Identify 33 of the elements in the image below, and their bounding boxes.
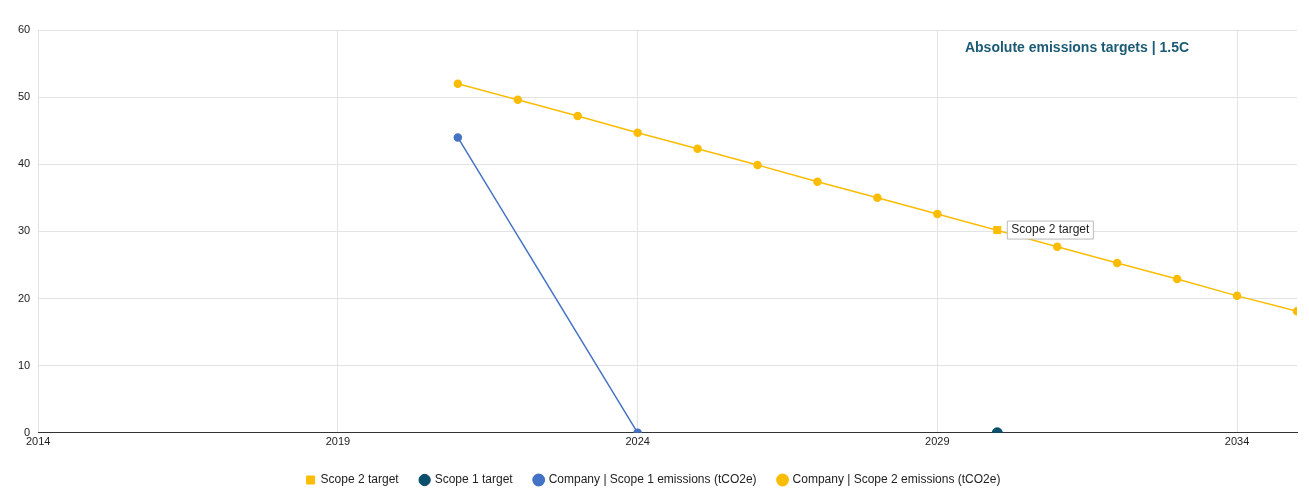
point bbox=[693, 144, 702, 154]
legend-label: Scope 1 target bbox=[434, 472, 514, 487]
y-tick-label: 0 bbox=[24, 425, 31, 438]
x-tick-label: 2034 bbox=[1224, 435, 1250, 448]
point bbox=[933, 209, 942, 219]
point bbox=[993, 226, 1002, 235]
x-tick-label: 2024 bbox=[625, 435, 650, 448]
point bbox=[1232, 291, 1242, 301]
legend-label: Company | Scope 1 emissions (tCO2e) bbox=[548, 472, 757, 487]
point bbox=[873, 193, 882, 203]
point bbox=[1112, 258, 1122, 268]
y-tick-label: 20 bbox=[17, 291, 31, 304]
y-tick-label: 10 bbox=[17, 358, 31, 371]
point bbox=[1052, 242, 1062, 252]
x-tick-label: 2029 bbox=[925, 435, 950, 448]
legend-label: Company | Scope 2 emissions (tCO2e) bbox=[792, 472, 1001, 487]
point bbox=[813, 177, 822, 186]
point bbox=[753, 160, 762, 170]
point bbox=[1172, 274, 1182, 284]
x-tick-label: 2014 bbox=[25, 435, 51, 448]
point bbox=[633, 128, 642, 137]
y-tick-label: 30 bbox=[17, 224, 31, 237]
text: Absolute emissions targets | 1.5C bbox=[964, 38, 1190, 55]
annotation: Scope 2 target bbox=[1011, 222, 1091, 237]
y-tick-label: 50 bbox=[17, 90, 31, 103]
point bbox=[453, 133, 463, 142]
legend-label: Scope 2 target bbox=[320, 472, 400, 487]
y-tick-label: 60 bbox=[17, 23, 31, 36]
x-tick-label: 2019 bbox=[325, 435, 351, 448]
point bbox=[573, 111, 582, 121]
point bbox=[453, 79, 463, 88]
point bbox=[513, 95, 523, 105]
y-tick-label: 40 bbox=[17, 157, 31, 170]
